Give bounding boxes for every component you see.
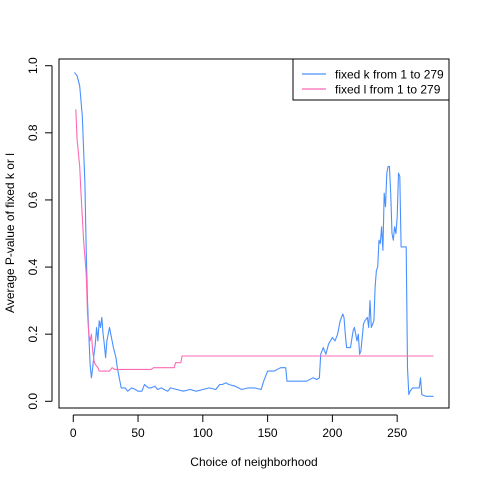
x-tick-label: 50: [131, 426, 145, 440]
x-tick-label: 200: [322, 426, 342, 440]
y-tick-label: 0.0: [26, 393, 40, 410]
x-axis-title: Choice of neighborhood: [190, 455, 317, 469]
legend-label-l: fixed l from 1 to 279: [335, 83, 441, 97]
y-tick-label: 1.0: [26, 57, 40, 74]
x-tick-label: 100: [193, 426, 213, 440]
legend-box: [292, 58, 450, 101]
series-layer: [74, 72, 434, 397]
y-tick-label: 0.2: [26, 326, 40, 343]
plot-area: [58, 58, 450, 409]
y-tick-label: 0.6: [26, 191, 40, 208]
y-tick-label: 0.8: [26, 124, 40, 141]
series-line-fixed-l: [75, 109, 434, 372]
x-tick-label: 150: [258, 426, 278, 440]
x-tick-label: 0: [70, 426, 77, 440]
plot-frame: [58, 58, 450, 409]
y-tick-label: 0.4: [26, 258, 40, 275]
legend: fixed k from 1 to 279 fixed l from 1 to …: [292, 58, 450, 101]
x-tick-label: 250: [387, 426, 407, 440]
axes: 0 50 100 150 200 250 0.0 0.2 0.4 0.6 0.8 1.0: [26, 57, 408, 440]
y-axis-title: Average P-value of fixed k or l: [3, 153, 17, 313]
legend-label-k: fixed k from 1 to 279: [335, 68, 444, 82]
series-line-fixed-k: [74, 72, 434, 397]
